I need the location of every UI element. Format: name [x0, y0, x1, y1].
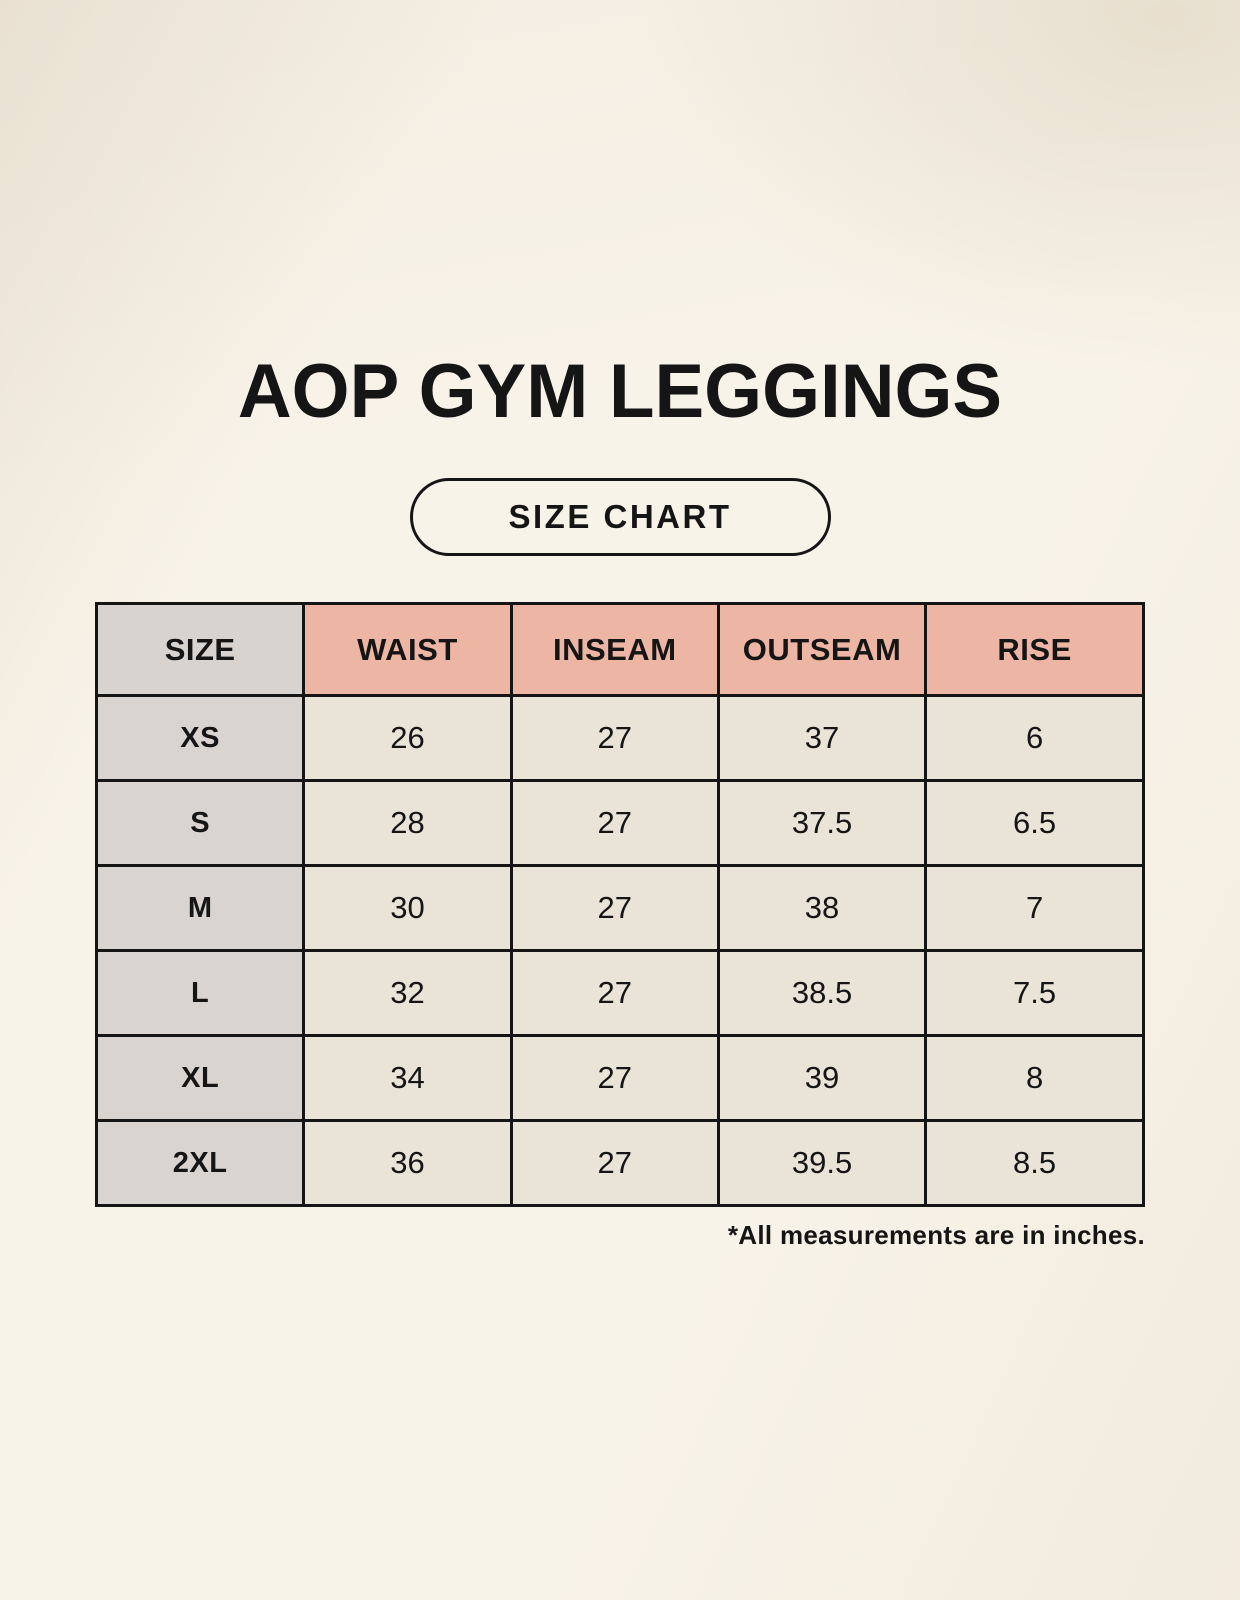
measurement-cell-inseam: 27 [509, 1034, 720, 1122]
measurement-cell-rise: 6 [924, 694, 1145, 782]
measurement-cell-rise: 6.5 [924, 779, 1145, 867]
size-label-cell: XS [94, 694, 306, 782]
measurement-cell-waist: 26 [302, 694, 513, 782]
size-table: SIZE WAIST INSEAM OUTSEAM RISE XS 26 27 … [94, 602, 1145, 1207]
measurement-cell-outseam: 37 [716, 694, 928, 782]
table-row-xl: XL 34 27 39 8 [94, 1034, 1145, 1122]
size-label-cell: S [94, 779, 306, 867]
table-row-l: L 32 27 38.5 7.5 [94, 949, 1145, 1037]
table-row-m: M 30 27 38 7 [94, 864, 1145, 952]
size-label-cell: L [94, 949, 306, 1037]
size-chart-badge: SIZE CHART [409, 478, 831, 556]
column-header-size: SIZE [94, 602, 306, 697]
size-label-cell: 2XL [94, 1119, 306, 1207]
header-row: SIZE WAIST INSEAM OUTSEAM RISE [94, 602, 1145, 697]
measurement-cell-rise: 7 [924, 864, 1145, 952]
measurement-cell-waist: 30 [302, 864, 513, 952]
measurement-cell-inseam: 27 [509, 1119, 720, 1207]
measurement-cell-waist: 28 [302, 779, 513, 867]
measurement-cell-waist: 34 [302, 1034, 513, 1122]
column-header-rise: RISE [924, 602, 1145, 697]
measurement-cell-inseam: 27 [509, 779, 720, 867]
badge-container: SIZE CHART [0, 478, 1240, 556]
measurements-footnote: *All measurements are in inches. [727, 1220, 1145, 1250]
measurement-cell-waist: 36 [302, 1119, 513, 1207]
table-row-xs: XS 26 27 37 6 [94, 694, 1145, 782]
size-label-cell: XL [94, 1034, 306, 1122]
measurement-cell-outseam: 39.5 [716, 1119, 928, 1207]
measurement-cell-outseam: 39 [716, 1034, 928, 1122]
measurement-cell-inseam: 27 [509, 694, 720, 782]
column-header-inseam: INSEAM [509, 602, 720, 697]
size-table-body: XS 26 27 37 6 S 28 27 37.5 6.5 M 30 27 3… [94, 694, 1145, 1207]
size-table-header: SIZE WAIST INSEAM OUTSEAM RISE [94, 602, 1145, 697]
measurement-cell-rise: 8 [924, 1034, 1145, 1122]
measurement-cell-inseam: 27 [509, 949, 720, 1037]
measurement-cell-outseam: 38 [716, 864, 928, 952]
measurement-cell-outseam: 38.5 [716, 949, 928, 1037]
table-row-s: S 28 27 37.5 6.5 [94, 779, 1145, 867]
measurement-cell-rise: 7.5 [924, 949, 1145, 1037]
size-label-cell: M [94, 864, 306, 952]
measurement-cell-rise: 8.5 [924, 1119, 1145, 1207]
measurement-cell-outseam: 37.5 [716, 779, 928, 867]
measurement-cell-inseam: 27 [509, 864, 720, 952]
column-header-waist: WAIST [302, 602, 513, 697]
measurement-cell-waist: 32 [302, 949, 513, 1037]
page-title: AOP GYM LEGGINGS [237, 349, 1003, 434]
column-header-outseam: OUTSEAM [716, 602, 928, 697]
table-row-2xl: 2XL 36 27 39.5 8.5 [94, 1119, 1145, 1207]
